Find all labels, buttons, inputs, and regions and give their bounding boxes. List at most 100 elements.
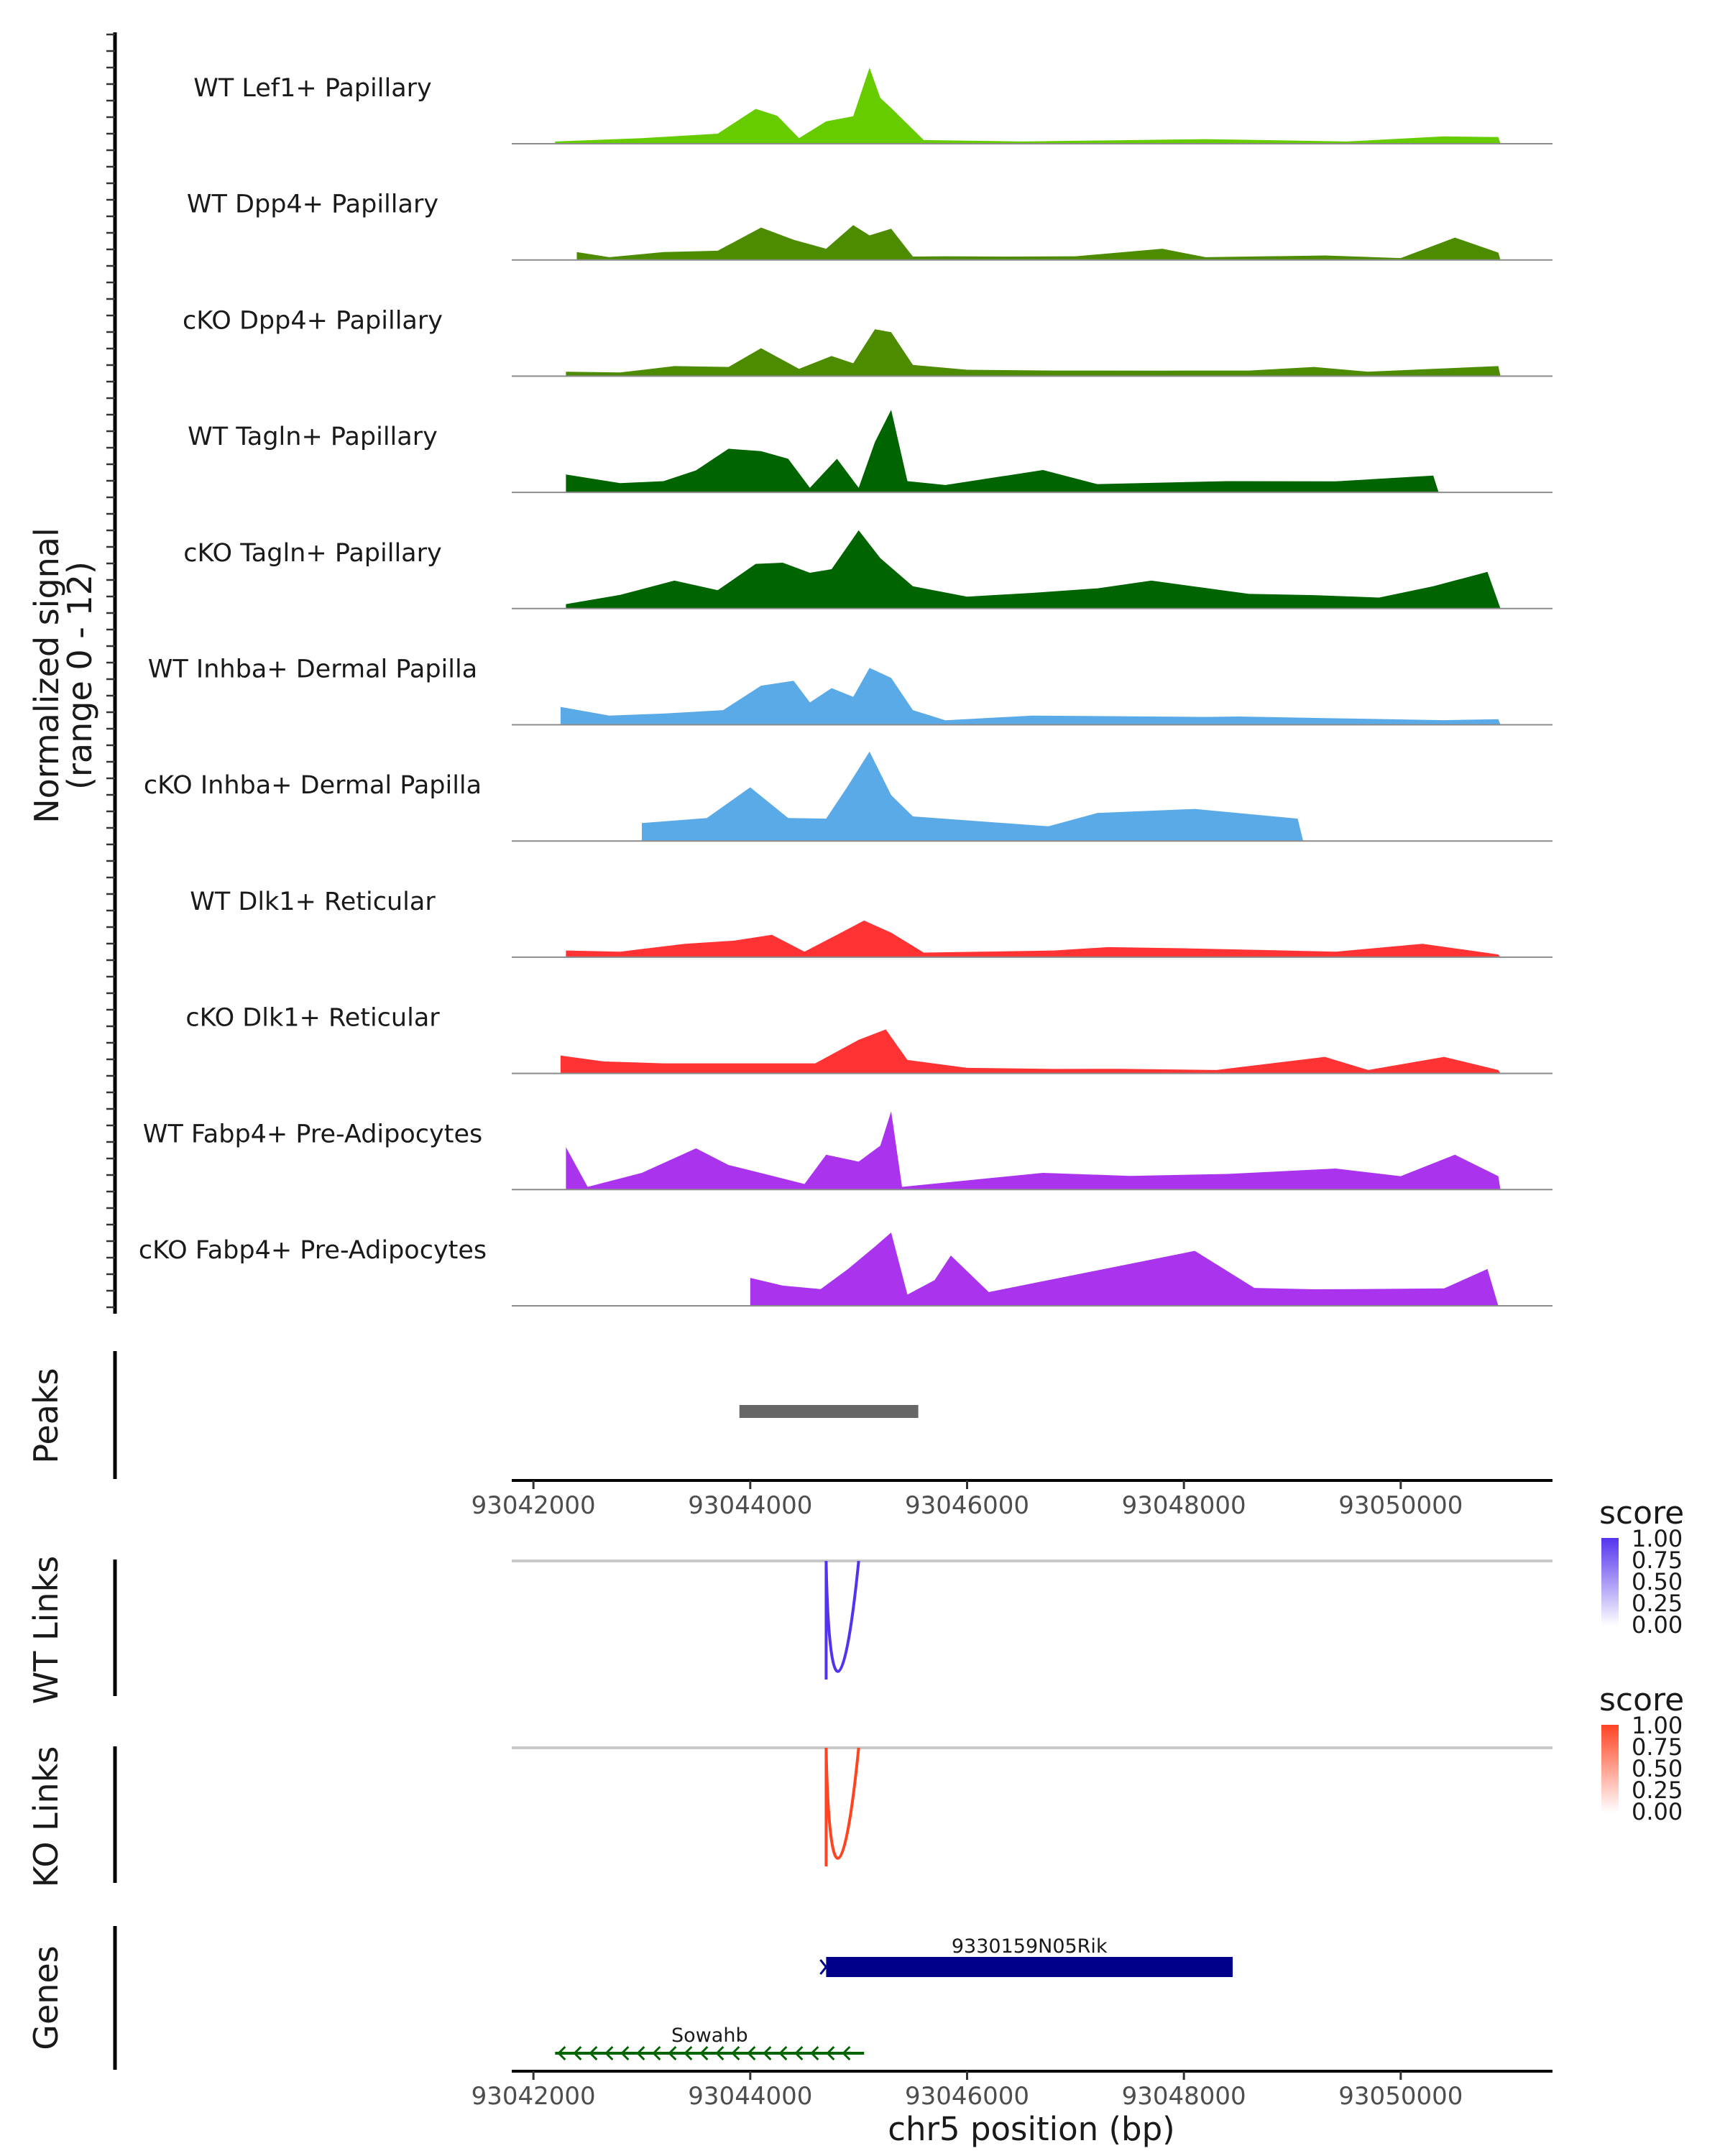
coverage-track-label: WT Tagln+ Papillary: [188, 423, 438, 451]
strand-arrow: [620, 2045, 630, 2061]
coverage-track-label: WT Fabp4+ Pre-Adipocytes: [143, 1120, 482, 1148]
strand-arrow: [763, 2045, 772, 2061]
coverage-track-label: WT Dpp4+ Papillary: [187, 190, 438, 219]
strand-arrow: [819, 1959, 828, 1975]
coverage-area: [566, 1111, 1501, 1190]
legend-label: 0.25: [1632, 1590, 1683, 1617]
legend-title: score: [1599, 1682, 1684, 1718]
link-arc: [824, 1560, 860, 1680]
coverage-track-6: cKO Inhba+ Dermal Papilla: [144, 751, 1552, 842]
gene-models: 9330159N05Rik Sowahb: [555, 1935, 1233, 2061]
strand-arrow: [557, 2045, 566, 2061]
genomic-x-axis: 93042000 93044000 93046000 93048000 93050000: [472, 2070, 1552, 2111]
genes-track-label: Genes: [27, 1945, 65, 2050]
signal-y-axis-ticks: [106, 33, 115, 1309]
genes-track: Genes 9330159N05Rik Sowahb: [27, 1926, 1233, 2070]
bottom-x-axis-tick-label: 93048000: [1122, 2082, 1246, 2111]
coverage-area: [566, 329, 1501, 377]
coverage-area: [555, 68, 1501, 144]
strand-arrow: [573, 2045, 582, 2061]
bottom-x-axis-tick-label: 93044000: [688, 2082, 812, 2111]
legend-label: 0.75: [1632, 1733, 1683, 1761]
bottom-x-axis-tick-label: 93050000: [1338, 2082, 1463, 2111]
strand-arrow: [842, 2045, 851, 2061]
gene-0: 9330159N05Rik: [819, 1935, 1233, 1977]
strand-arrow: [684, 2045, 693, 2061]
link-arc: [824, 1747, 860, 1866]
coverage-track-label: cKO Fabp4+ Pre-Adipocytes: [139, 1236, 487, 1265]
strand-arrow: [668, 2045, 677, 2061]
top-x-axis-tick-label: 93044000: [688, 1491, 812, 1520]
coverage-area: [566, 530, 1501, 609]
strand-arrow: [826, 2045, 835, 2061]
coverage-track-0: WT Lef1+ Papillary: [193, 68, 1552, 144]
strand-arrow: [731, 2045, 740, 2061]
strand-arrow: [604, 2045, 614, 2061]
coverage-track-label: WT Inhba+ Dermal Papilla: [148, 655, 477, 684]
coverage-area: [576, 225, 1501, 260]
link-track-label: KO Links: [27, 1746, 65, 1888]
coverage-track-9: WT Fabp4+ Pre-Adipocytes: [143, 1111, 1552, 1191]
coverage-track-10: cKO Fabp4+ Pre-Adipocytes: [139, 1233, 1552, 1307]
coverage-tracks: WT Lef1+ Papillary WT Dpp4+ Papillary cKO …: [139, 68, 1552, 1307]
peak-region-0: [739, 1405, 919, 1418]
bottom-x-axis-tick-label: 93042000: [472, 2082, 596, 2111]
legend-colorbar: [1601, 1538, 1619, 1626]
legend-title: score: [1599, 1495, 1684, 1531]
legend-label: 0.50: [1632, 1755, 1683, 1782]
legend-label: 0.00: [1632, 1611, 1683, 1639]
strand-arrow: [778, 2045, 788, 2061]
bottom-x-axis-tick-label: 93046000: [905, 2082, 1029, 2111]
top-x-axis-tick-label: 93048000: [1122, 1491, 1246, 1520]
strand-arrow: [652, 2045, 661, 2061]
top-x-axis-tick-label: 93046000: [905, 1491, 1029, 1520]
legend-label: 1.00: [1632, 1525, 1683, 1552]
strand-arrow: [810, 2045, 819, 2061]
coverage-track-3: WT Tagln+ Papillary: [188, 410, 1552, 494]
strand-arrow: [636, 2045, 645, 2061]
coverage-track-1: WT Dpp4+ Papillary: [187, 190, 1552, 261]
peak-regions: [739, 1405, 919, 1418]
coverage-track-label: cKO Dlk1+ Reticular: [185, 1004, 440, 1033]
peaks-track: Peaks: [27, 1351, 919, 1479]
legend-label: 1.00: [1632, 1712, 1683, 1739]
signal-y-axis-title: Normalized signal: [27, 528, 66, 824]
coverage-area: [560, 1029, 1501, 1074]
legend-label: 0.00: [1632, 1798, 1683, 1825]
coverage-track-label: cKO Inhba+ Dermal Papilla: [144, 771, 482, 800]
coverage-track-7: WT Dlk1+ Reticular: [190, 888, 1552, 958]
gene-1: Sowahb: [555, 2024, 865, 2061]
strand-arrow: [715, 2045, 724, 2061]
coverage-track-label: WT Lef1+ Papillary: [193, 74, 432, 103]
signal-y-axis: Normalized signal (range 0 - 12): [27, 32, 117, 1314]
strand-arrow: [589, 2045, 598, 2061]
legend-colorbar: [1601, 1725, 1619, 1812]
peaks-x-axis: 93042000 93044000 93046000 93048000 93050000: [472, 1479, 1552, 1520]
coverage-area: [560, 668, 1501, 725]
coverage-track-label: cKO Tagln+ Papillary: [183, 539, 442, 568]
strand-arrow: [747, 2045, 756, 2061]
coverage-track-5: WT Inhba+ Dermal Papilla: [148, 655, 1552, 726]
coverage-area: [750, 1233, 1499, 1306]
top-x-axis-tick-label: 93042000: [472, 1491, 596, 1520]
strand-arrow: [794, 2045, 804, 2061]
gene-name: 9330159N05Rik: [952, 1935, 1108, 1958]
legend-label: 0.25: [1632, 1777, 1683, 1804]
coverage-track-4: cKO Tagln+ Papillary: [183, 530, 1552, 609]
top-x-axis-tick-label: 93050000: [1338, 1491, 1463, 1520]
x-axis-title: chr5 position (bp): [888, 2110, 1175, 2148]
strand-arrow: [699, 2045, 709, 2061]
coverage-track-8: cKO Dlk1+ Reticular: [185, 1004, 1552, 1074]
gene-body: [826, 1957, 1233, 1977]
legend-label: 0.50: [1632, 1568, 1683, 1595]
coverage-track-label: cKO Dpp4+ Papillary: [183, 306, 443, 335]
coverage-area: [566, 920, 1501, 957]
link-track-label: WT Links: [27, 1556, 65, 1704]
coverage-track-label: WT Dlk1+ Reticular: [190, 888, 436, 916]
peaks-track-label: Peaks: [27, 1368, 65, 1463]
gene-name: Sowahb: [671, 2024, 748, 2047]
signal-y-axis-subtitle: (range 0 - 12): [60, 561, 99, 790]
